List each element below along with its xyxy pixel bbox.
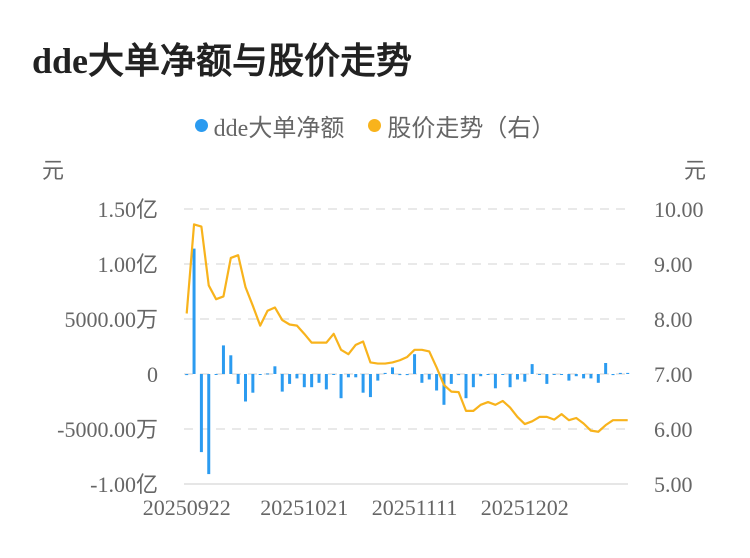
bar	[354, 374, 358, 378]
legend-item-dde[interactable]: dde大单净额	[194, 108, 345, 143]
bar	[317, 374, 321, 383]
bar	[530, 364, 534, 374]
right-axis-unit: 元	[684, 158, 706, 183]
bar	[560, 374, 564, 375]
bar	[471, 374, 475, 388]
bar	[251, 374, 255, 393]
bar	[273, 366, 277, 374]
bar	[207, 374, 211, 475]
bar	[266, 373, 270, 375]
bar	[435, 374, 439, 391]
bar	[604, 363, 608, 374]
left-tick-label: -5000.00万	[57, 417, 158, 442]
bar	[538, 374, 541, 375]
bar	[339, 374, 343, 399]
bar	[398, 374, 402, 376]
bar	[214, 374, 218, 375]
bar	[515, 374, 519, 380]
left-tick-label: 0	[147, 362, 158, 387]
x-tick-label: 20251202	[481, 495, 569, 520]
right-tick-label: 10.00	[654, 197, 704, 222]
legend-dot-price	[368, 119, 382, 132]
bar	[427, 374, 431, 380]
bar	[280, 374, 284, 392]
bar	[589, 374, 593, 379]
bar	[236, 374, 240, 384]
bar	[479, 374, 483, 377]
right-tick-label: 9.00	[654, 252, 693, 277]
bar	[185, 374, 189, 376]
bar	[368, 374, 372, 398]
bar	[486, 374, 490, 375]
bar	[618, 372, 622, 374]
bar	[442, 374, 446, 405]
legend-dot-dde	[194, 119, 208, 132]
left-tick-label: 1.00亿	[97, 252, 158, 277]
right-tick-label: 7.00	[654, 362, 693, 387]
bar	[523, 374, 527, 382]
x-tick-label: 20251021	[260, 495, 348, 520]
bar	[302, 374, 306, 388]
x-tick-label: 20250922	[143, 495, 231, 520]
bar	[420, 374, 424, 383]
bar	[310, 374, 314, 388]
left-tick-label: -1.00亿	[90, 472, 158, 497]
legend: dde大单净额 股价走势（右）	[0, 108, 750, 143]
bar	[288, 374, 292, 384]
chart-title: dde大单净额与股价走势	[32, 41, 413, 81]
bar	[508, 374, 512, 388]
bar	[611, 374, 615, 376]
bar	[244, 374, 247, 402]
bar	[449, 374, 453, 384]
bar	[229, 355, 233, 374]
bar	[626, 372, 630, 374]
bar	[221, 345, 225, 374]
bar	[391, 367, 394, 374]
bar	[464, 374, 468, 399]
bar	[493, 374, 497, 389]
right-tick-label: 5.00	[654, 472, 693, 497]
bar	[501, 374, 505, 375]
left-axis-unit: 元	[42, 158, 64, 183]
bar	[324, 374, 328, 390]
bar	[552, 374, 556, 375]
bar	[545, 374, 549, 384]
right-tick-label: 8.00	[654, 307, 693, 332]
bar	[413, 354, 417, 374]
bar	[582, 374, 586, 379]
bar	[405, 374, 409, 376]
bar	[192, 248, 196, 374]
price-line	[185, 223, 628, 433]
right-tick-label: 6.00	[654, 417, 693, 442]
bar	[295, 374, 299, 379]
bar	[361, 374, 365, 393]
bar	[346, 374, 350, 378]
bar	[258, 374, 262, 375]
bar	[376, 374, 380, 381]
bar	[596, 374, 600, 383]
x-tick-label: 20251111	[372, 495, 458, 520]
legend-label-dde: dde大单净额	[213, 116, 345, 142]
bar	[457, 374, 461, 376]
left-tick-label: 5000.00万	[64, 307, 158, 332]
legend-item-price[interactable]: 股价走势（右）	[368, 108, 555, 143]
legend-label-price: 股价走势（右）	[387, 116, 556, 142]
bar	[574, 374, 578, 377]
bar	[383, 372, 387, 374]
bar	[199, 374, 203, 453]
bar	[567, 374, 571, 381]
left-tick-label: 1.50亿	[97, 197, 158, 222]
bar	[332, 374, 336, 375]
